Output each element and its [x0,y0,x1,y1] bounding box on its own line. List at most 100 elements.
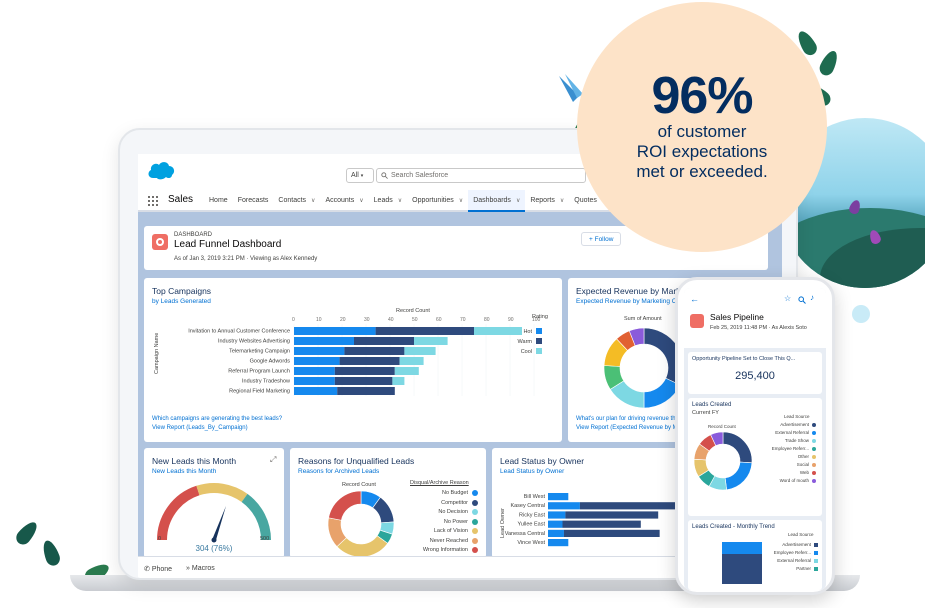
view-report-link[interactable]: View Report (Leads_By_Campaign) [152,425,248,431]
tab-dashboards[interactable]: Dashboards ∨ [468,190,526,212]
chevron-down-icon[interactable]: ∨ [359,198,364,204]
bar-segment-hot[interactable] [294,367,335,375]
bar-segment-cool[interactable] [399,357,424,365]
bar-segment-working[interactable] [579,502,682,510]
x-tick-label: 30 [364,317,370,323]
tab-label: Home [209,197,228,204]
donut-center-title: Record Count [342,482,376,488]
bell-icon[interactable]: ♪ [810,293,814,302]
category-label: Bill West [524,494,546,500]
top-campaigns-chart: Record Count 0 10 20 30 40 50 60 70 80 90 100 Campai… [154,308,548,396]
legend-swatch [812,454,816,459]
legend-label: Partner [796,566,811,571]
app-launcher-icon[interactable] [148,196,158,206]
expand-icon[interactable]: ⤢ [270,455,277,464]
chevron-down-icon[interactable]: ∨ [311,198,316,204]
expected-revenue-donut-chart [603,327,685,409]
card-footer-question: What's our plan for driving revenue this [576,416,680,422]
tab-label: Opportunities [412,197,454,204]
bar-segment-working[interactable] [565,511,659,519]
tab-quotes[interactable]: Quotes [569,190,602,212]
bar-segment-warm[interactable] [375,327,474,335]
bar-segment-new[interactable] [548,502,580,510]
donut-axis-title: Sum of Amount [624,316,662,322]
bar-segment-warm[interactable] [334,377,393,385]
legend-swatch [472,518,478,525]
chevron-down-icon[interactable]: ∨ [515,198,521,204]
tab-opportunities[interactable]: Opportunities ∨ [407,190,468,212]
dashboard-icon [152,234,168,250]
view-report-link[interactable]: View Report (Expected Revenue by Marketi [576,425,693,431]
bar-segment-new[interactable] [548,539,569,547]
chevron-down-icon[interactable]: ∨ [559,198,565,204]
bar-segment-warm[interactable] [354,337,414,345]
legend-item: No Power [408,518,478,525]
star-icon[interactable]: ☆ [784,294,792,303]
legend-item: Social [754,462,816,467]
search-placeholder: Search Salesforce [391,172,449,179]
utility-phone[interactable]: ✆ Phone [144,565,172,573]
tab-contacts[interactable]: Contacts ∨ [273,190,320,212]
legend-label: Social [796,462,809,467]
bar-segment-hot[interactable] [294,387,338,395]
tab-home[interactable]: Home [204,190,233,212]
legend-swatch [814,550,818,555]
gauge-band [157,485,200,541]
legend-swatch [536,338,542,344]
bar-segment-cool[interactable] [392,377,405,385]
bar-segment-warm[interactable] [339,357,400,365]
legend-swatch [814,558,818,563]
tab-leads[interactable]: Leads ∨ [369,190,407,212]
chevron-down-icon[interactable]: ∨ [397,198,403,204]
bar-segment-cool[interactable] [474,327,522,335]
bar-segment-cool[interactable] [414,337,448,345]
tab-accounts[interactable]: Accounts ∨ [320,190,368,212]
leads-created-slice[interactable] [722,431,753,464]
tab-forecasts[interactable]: Forecasts [233,190,274,212]
dashboard-icon [690,314,704,328]
new-leads-card: New Leads this Month New Leads this Mont… [144,448,284,558]
search-icon[interactable] [798,296,806,304]
bar-segment-warm[interactable] [334,367,395,375]
bar-segment-hot[interactable] [294,377,335,385]
global-search-input[interactable]: Search Salesforce [376,168,586,183]
bar-segment-hot[interactable] [294,347,345,355]
leads-created-card: Leads Created Current FY Record Count Le… [688,398,822,516]
legend-item: Advertisement [754,422,816,427]
leads-created-slice[interactable] [710,431,724,447]
back-arrow-icon[interactable]: ← [690,294,699,304]
stat-text-line-2: ROI expectations [636,142,768,161]
salesforce-app-window: All ▾ Search Salesforce Sales Home Foreca… [138,154,782,578]
tab-reports[interactable]: Reports ∨ [525,190,569,212]
follow-button[interactable]: + Follow [581,232,621,246]
chevron-down-icon[interactable]: ∨ [458,198,464,204]
bar-segment-warm[interactable] [344,347,405,355]
salesforce-cloud-logo[interactable] [146,160,176,180]
bar-segment-working[interactable] [562,520,641,528]
bar-segment-new[interactable] [548,520,563,528]
legend-label: Web [799,470,809,475]
bar-segment-hot[interactable] [294,327,376,335]
bar-segment-warm[interactable] [337,387,395,395]
bar-segment-new[interactable] [548,493,569,501]
revenue-slice[interactable] [628,327,645,347]
bar-segment-cool[interactable] [404,347,436,355]
bar-segment-working[interactable] [563,529,660,537]
legend-label: External Referral [777,558,811,563]
phone-icon: ✆ [144,566,150,573]
bar-segment-new[interactable] [548,511,566,519]
leads-created-donut-chart [693,431,753,491]
card-subtitle: Current FY [692,410,719,416]
legend-label: Wrong Information [422,547,468,553]
bar-segment-hot[interactable] [294,337,354,345]
leads-created-slice[interactable] [724,461,753,491]
utility-macros-label: Macros [191,565,215,572]
card-title: Expected Revenue by Marketing Channel [576,286,733,296]
search-scope-select[interactable]: All ▾ [346,168,374,183]
tab-label: Dashboards [473,197,511,204]
bar-segment-new[interactable] [548,529,564,537]
bar-segment-hot[interactable] [294,357,340,365]
unqualified-slice[interactable] [328,490,362,521]
bar-segment-cool[interactable] [394,367,419,375]
utility-macros[interactable]: » Macros [186,565,215,572]
